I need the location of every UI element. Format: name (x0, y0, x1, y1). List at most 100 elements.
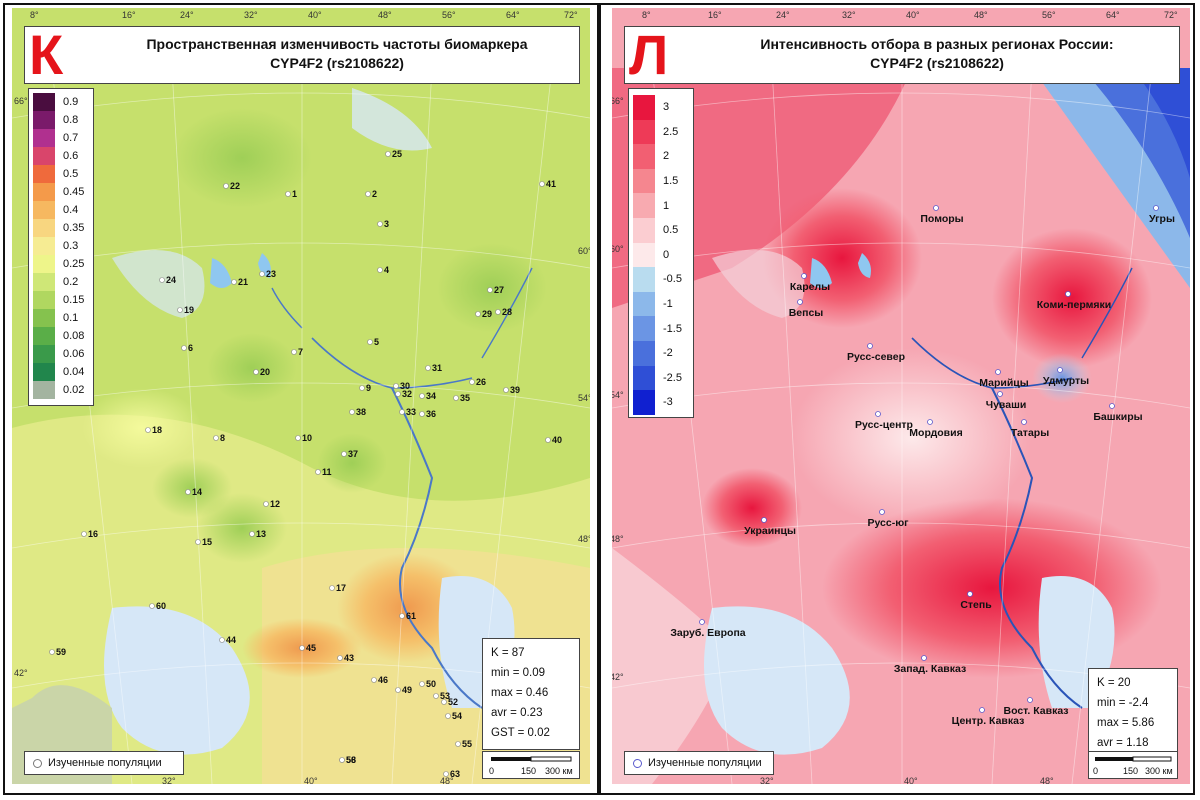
population-dot-icon (633, 758, 642, 768)
legend-swatch (633, 390, 655, 415)
population-point: 35 (453, 393, 470, 403)
population-point: 34 (419, 391, 436, 401)
svg-text:Поморы: Поморы (920, 213, 963, 225)
population-point: 27 (487, 285, 504, 295)
legend-item: 0.9 (33, 93, 78, 111)
tick-bottom-2: 48° (1040, 776, 1054, 784)
population-label: Русс-центр (855, 411, 913, 431)
svg-text:Башкиры: Башкиры (1093, 411, 1142, 423)
svg-text:56: 56 (346, 755, 356, 765)
legend-swatch (33, 255, 55, 273)
svg-text:Русс-север: Русс-север (847, 351, 905, 363)
svg-text:37: 37 (348, 449, 358, 459)
legend-swatch (33, 111, 55, 129)
population-label: Чуваши (986, 391, 1027, 411)
svg-text:11: 11 (322, 467, 332, 477)
population-point: 36 (419, 409, 436, 419)
legend-item: 0.6 (33, 147, 78, 165)
population-point: 7 (291, 347, 303, 357)
population-point: 1 (285, 189, 297, 199)
scale-300: 300 км (1145, 766, 1173, 776)
svg-text:4: 4 (384, 265, 389, 275)
title-line2: CYP4F2 (rs2108622) (870, 55, 1004, 71)
svg-text:30: 30 (400, 381, 410, 391)
svg-text:10: 10 (302, 433, 312, 443)
title-line1: Интенсивность отбора в разных регионах Р… (760, 36, 1114, 52)
legend-item: 2 (633, 144, 669, 169)
population-point: 22 (223, 181, 240, 191)
scale-ruler-icon (1095, 756, 1172, 762)
svg-text:27: 27 (494, 285, 504, 295)
svg-text:7: 7 (298, 347, 303, 357)
stats-box-l: K = 20 min = -2.4 max = 5.86 avr = 1.18 (1088, 668, 1178, 754)
legend-label: 0.45 (63, 186, 85, 198)
population-point: 26 (469, 377, 486, 387)
legend-label: 1.5 (663, 175, 679, 188)
legend-label: 2 (663, 150, 670, 163)
panel-l: Поморы Угры Карелы Вепсы Коми-пермяки Русс-се… (612, 8, 1190, 784)
svg-text:63: 63 (450, 769, 460, 779)
population-point: 45 (299, 643, 316, 653)
footer-label: Изученные популяции (48, 757, 162, 769)
legend-label: 1 (663, 199, 670, 212)
svg-text:9: 9 (366, 383, 371, 393)
tick-top-1: 16° (122, 10, 136, 20)
svg-text:Удмурты: Удмурты (1043, 375, 1089, 387)
svg-text:Марийцы: Марийцы (979, 377, 1028, 389)
legend-swatch (633, 95, 655, 120)
legend-item: 0 (633, 242, 669, 268)
legend-item: 0.3 (33, 237, 78, 255)
svg-text:5: 5 (374, 337, 379, 347)
legend-label: -3 (663, 396, 673, 409)
population-point: 4 (377, 265, 389, 275)
legend-swatch (33, 363, 55, 381)
svg-text:Чуваши: Чуваши (986, 399, 1027, 411)
svg-text:17: 17 (336, 583, 346, 593)
legend-label: 0.02 (63, 384, 85, 396)
svg-text:25: 25 (392, 149, 402, 159)
population-point: 25 (385, 149, 402, 159)
population-label: Русс-север (847, 343, 905, 363)
legend-item: 2.5 (633, 119, 678, 145)
svg-text:54: 54 (452, 711, 462, 721)
legend-label: 0.08 (63, 330, 85, 342)
stat-k: K = 87 (491, 647, 525, 659)
legend-item: 0.5 (33, 165, 78, 183)
scale-150: 150 (1123, 766, 1139, 776)
population-label: Марийцы (979, 369, 1029, 389)
population-point: 24 (159, 275, 176, 285)
legend-item: 0.8 (33, 111, 78, 129)
legend-swatch (33, 381, 55, 399)
legend-item: 1.5 (633, 168, 679, 194)
population-point: 32 (395, 389, 412, 399)
legend-swatch (633, 193, 655, 218)
tick-top-8: 72° (1164, 10, 1178, 20)
panel-divider (597, 3, 601, 795)
population-point: 37 (341, 449, 358, 459)
population-label: Вепсы (789, 299, 824, 319)
legend-swatch (33, 327, 55, 345)
stat-avr: avr = 1.18 (1097, 737, 1149, 749)
svg-text:29: 29 (482, 309, 492, 319)
legend-swatch (33, 219, 55, 237)
svg-text:Степь: Степь (960, 599, 992, 611)
tick-top-7: 64° (1106, 10, 1120, 20)
map-l: Поморы Угры Карелы Вепсы Коми-пермяки Русс-се… (612, 8, 1190, 784)
population-label: Карелы (790, 273, 830, 293)
svg-text:19: 19 (184, 305, 194, 315)
svg-text:45: 45 (306, 643, 316, 653)
legend-swatch (33, 93, 55, 111)
legend-label: 0.7 (63, 132, 79, 144)
population-point: 19 (177, 305, 194, 315)
svg-text:Русс-юг: Русс-юг (867, 517, 909, 529)
legend-swatch (633, 341, 655, 366)
legend-label: 0.1 (63, 312, 79, 324)
tick-bottom-0: 32° (760, 776, 774, 784)
population-point: 16 (81, 529, 98, 539)
svg-text:39: 39 (510, 385, 520, 395)
legend-swatch (33, 201, 55, 219)
svg-text:1: 1 (292, 189, 297, 199)
legend-item: 1 (633, 193, 669, 218)
svg-text:Вепсы: Вепсы (789, 307, 824, 319)
legend-item: 0.2 (33, 273, 78, 291)
